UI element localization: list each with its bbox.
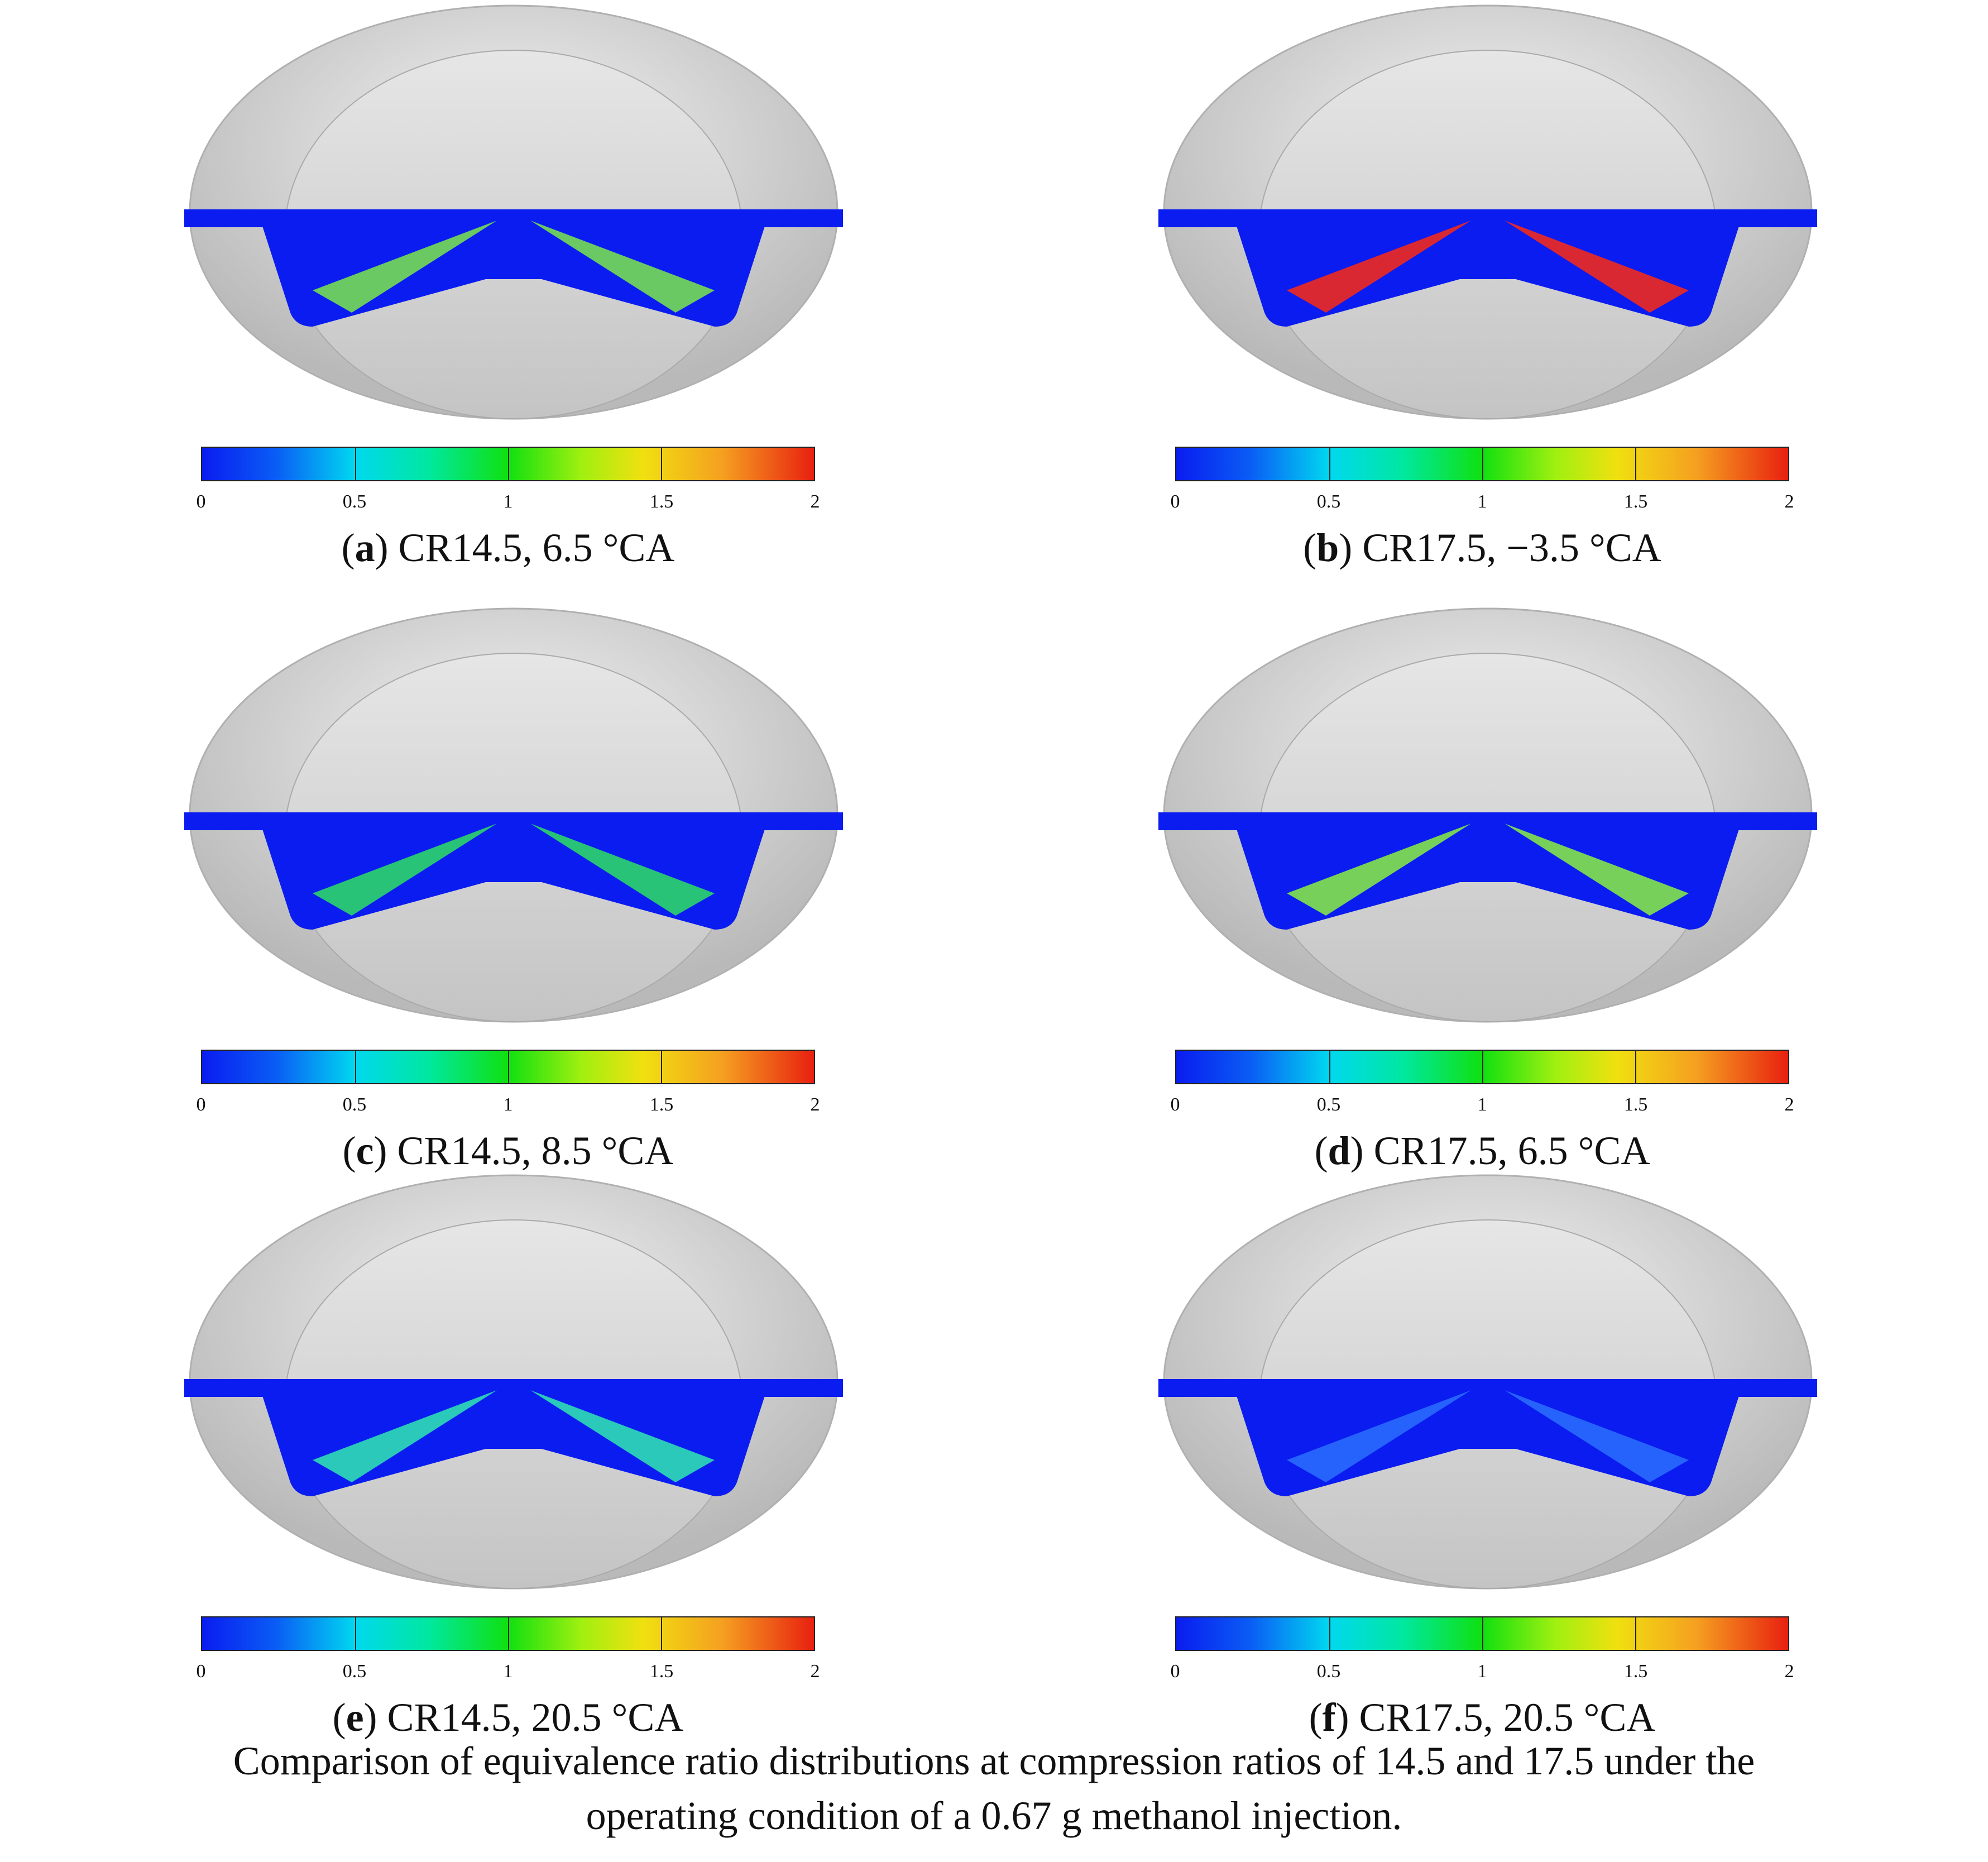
colorbar-tick-label: 2 (810, 1661, 820, 1682)
colorbar-tick (355, 1617, 356, 1650)
colorbar-tick (661, 1617, 662, 1650)
colorbar-tick-label: 0 (1170, 1094, 1180, 1115)
subfigure-text: CR14.5, 6.5 °CA (398, 525, 675, 570)
colorbar-tick (1329, 1617, 1330, 1650)
subfigure-letter: d (1328, 1128, 1350, 1173)
subfigure-letter: f (1322, 1695, 1336, 1740)
colorbar-tick-label: 0.5 (1316, 491, 1341, 512)
panel-f: 0 0.5 1 1.5 2 (f) CR17.5, 20.5 °CA (1158, 1170, 1973, 1740)
piston-bowl-render (1158, 4, 1817, 420)
piston-bowl-render (184, 607, 843, 1023)
colorbar-tick (1635, 448, 1636, 480)
subfigure-letter: c (356, 1128, 374, 1173)
caption-line-2: operating condition of a 0.67 g methanol… (586, 1793, 1402, 1838)
colorbar (1175, 1050, 1789, 1084)
panel-c: 0 0.5 1 1.5 2 (c) CR14.5, 8.5 °CA (184, 603, 999, 1173)
colorbar-tick-label: 0 (196, 1661, 206, 1682)
colorbar-tick-label: 1 (1477, 491, 1487, 512)
subfigure-label: (a) CR14.5, 6.5 °CA (341, 525, 675, 570)
colorbar-tick-label: 2 (1784, 1661, 1794, 1682)
colorbar-tick (355, 448, 356, 480)
subfigure-letter: a (355, 525, 375, 570)
panel-e: 0 0.5 1 1.5 2 (e) CR14.5, 20.5 °CA (184, 1170, 999, 1740)
panel-a: 0 0.5 1 1.5 2 (a) CR14.5, 6.5 °CA (184, 0, 999, 570)
colorbar-tick-label: 1.5 (1623, 1661, 1648, 1682)
colorbar-tick-label: 2 (810, 1094, 820, 1115)
colorbar-tick-label: 0.5 (1316, 1661, 1341, 1682)
subfigure-label: (c) CR14.5, 8.5 °CA (342, 1128, 674, 1173)
colorbar-tick-label: 1 (1477, 1094, 1487, 1115)
colorbar (201, 447, 815, 481)
subfigure-letter: b (1316, 525, 1339, 570)
colorbar-tick-label: 1 (1477, 1661, 1487, 1682)
colorbar-tick (508, 448, 509, 480)
colorbar-tick (508, 1617, 509, 1650)
colorbar-tick-label: 2 (810, 491, 820, 512)
colorbar-tick-label: 0.5 (342, 1661, 367, 1682)
colorbar-tick (508, 1051, 509, 1083)
colorbar (201, 1616, 815, 1651)
colorbar-tick-label: 0.5 (1316, 1094, 1341, 1115)
piston-bowl-render (184, 4, 843, 420)
colorbar-tick-label: 0.5 (342, 1094, 367, 1115)
colorbar-tick (1635, 1617, 1636, 1650)
colorbar (201, 1050, 815, 1084)
colorbar-tick-label: 1.5 (1623, 491, 1648, 512)
subfigure-label: (d) CR17.5, 6.5 °CA (1314, 1128, 1650, 1173)
subfigure-label: (e) CR14.5, 20.5 °CA (332, 1695, 684, 1740)
colorbar-tick (1329, 1051, 1330, 1083)
colorbar-tick-label: 2 (1784, 1094, 1794, 1115)
colorbar-tick (661, 1051, 662, 1083)
piston-bowl-render (1158, 1174, 1817, 1590)
colorbar-tick-label: 0 (1170, 491, 1180, 512)
colorbar-tick-label: 0 (196, 491, 206, 512)
subfigure-text: CR17.5, 20.5 °CA (1359, 1695, 1656, 1740)
colorbar-tick (1482, 1617, 1483, 1650)
colorbar-tick-label: 1 (503, 1661, 513, 1682)
colorbar-tick (661, 448, 662, 480)
colorbar-tick-label: 0 (1170, 1661, 1180, 1682)
colorbar (1175, 447, 1789, 481)
colorbar-tick (1482, 1051, 1483, 1083)
subfigure-text: CR14.5, 20.5 °CA (387, 1695, 684, 1740)
subfigure-letter: e (346, 1695, 364, 1740)
figure-caption: Comparison of equivalence ratio distribu… (0, 1734, 1988, 1843)
subfigure-label: (f) CR17.5, 20.5 °CA (1309, 1695, 1656, 1740)
colorbar-tick-label: 1 (503, 1094, 513, 1115)
colorbar-tick (355, 1051, 356, 1083)
colorbar-tick-label: 0.5 (342, 491, 367, 512)
colorbar-tick (1329, 448, 1330, 480)
colorbar (1175, 1616, 1789, 1651)
piston-bowl-render (184, 1174, 843, 1590)
colorbar-tick-label: 0 (196, 1094, 206, 1115)
panel-d: 0 0.5 1 1.5 2 (d) CR17.5, 6.5 °CA (1158, 603, 1973, 1173)
colorbar-tick (1482, 448, 1483, 480)
colorbar-tick-label: 1.5 (1623, 1094, 1648, 1115)
colorbar-tick-label: 1.5 (649, 1094, 674, 1115)
subfigure-text: CR17.5, 6.5 °CA (1373, 1128, 1650, 1173)
colorbar-tick-label: 2 (1784, 491, 1794, 512)
subfigure-text: CR17.5, −3.5 °CA (1362, 525, 1661, 570)
colorbar-tick (1635, 1051, 1636, 1083)
panel-b: 0 0.5 1 1.5 2 (b) CR17.5, −3.5 °CA (1158, 0, 1973, 570)
colorbar-tick-label: 1 (503, 491, 513, 512)
colorbar-tick-label: 1.5 (649, 1661, 674, 1682)
caption-line-1: Comparison of equivalence ratio distribu… (233, 1739, 1755, 1783)
subfigure-label: (b) CR17.5, −3.5 °CA (1303, 525, 1661, 570)
subfigure-text: CR14.5, 8.5 °CA (397, 1128, 674, 1173)
piston-bowl-render (1158, 607, 1817, 1023)
colorbar-tick-label: 1.5 (649, 491, 674, 512)
